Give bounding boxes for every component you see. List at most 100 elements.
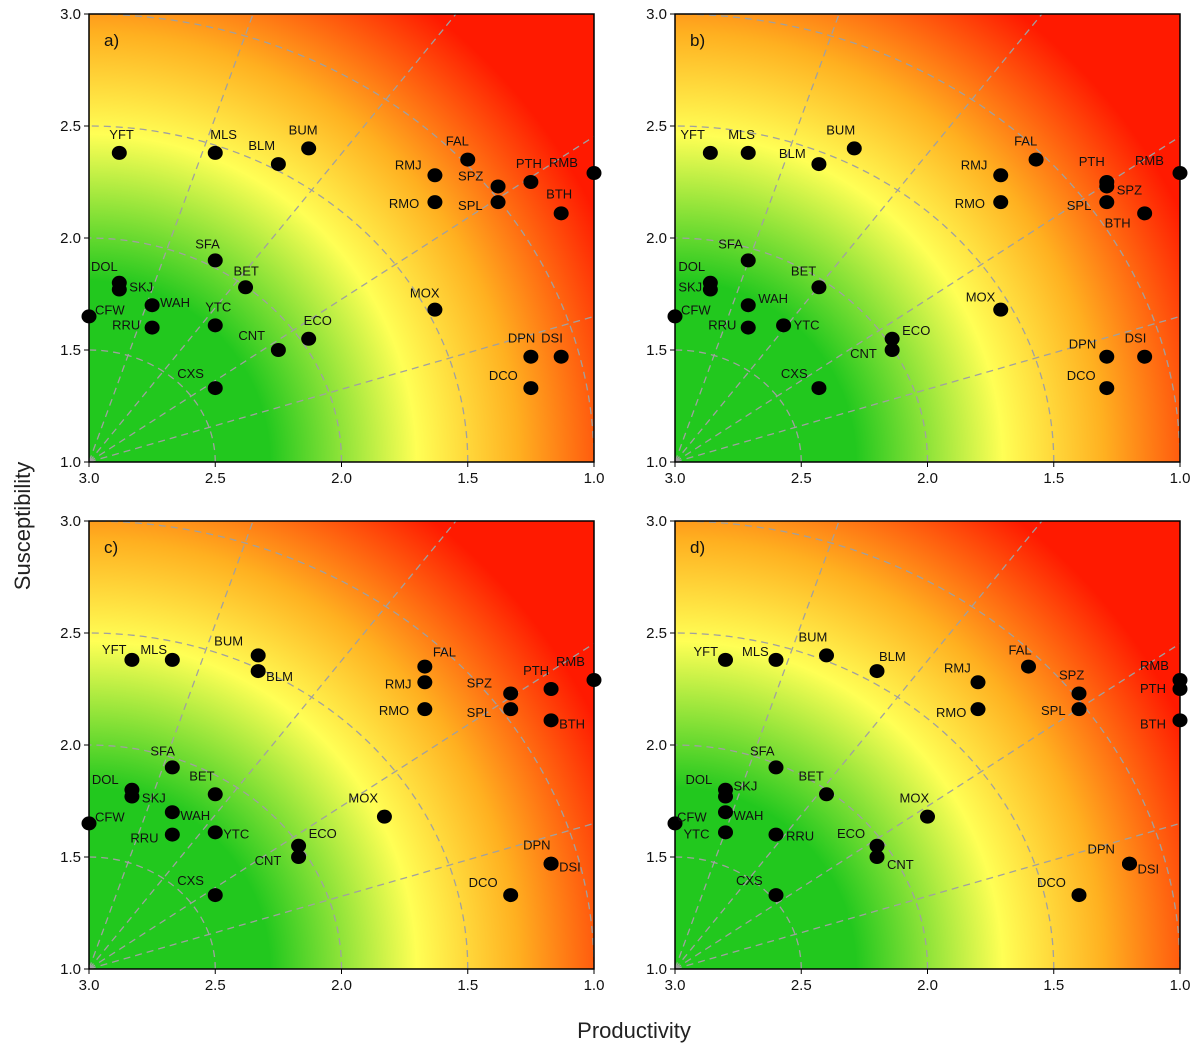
x-tick-label: 1.5 [457,470,478,487]
point-label-cnt: CNT [850,346,877,361]
data-point-bet [207,787,223,802]
point-label-fal: FAL [446,134,469,149]
point-label-dco: DCO [1067,368,1096,383]
grid-ray [89,642,594,969]
y-tick-label: 3.0 [60,6,81,23]
point-label-wah: WAH [160,295,190,310]
point-label-cxs: CXS [177,366,204,381]
data-point-dpn [1099,349,1115,364]
point-label-mox: MOX [348,791,378,806]
grid-arc [89,237,343,462]
point-label-mox: MOX [410,286,440,301]
grid-ray [675,642,1180,969]
data-point-bth [543,713,559,728]
data-point-dco [1071,888,1087,903]
y-tick-label: 2.5 [646,625,667,642]
radial-grid [89,521,594,969]
point-label-bum: BUM [214,633,243,648]
point-label-bum: BUM [799,629,828,644]
data-point-wah [718,805,733,820]
grid-arc [675,632,1055,969]
point-label-mls: MLS [742,644,769,659]
point-label-cxs: CXS [781,366,808,381]
point-label-skj: SKJ [734,779,758,794]
x-tick-label: 1.0 [584,470,605,487]
data-point-cfw [667,816,683,831]
point-label-pth: PTH [1140,681,1166,696]
x-tick-label: 2.5 [791,470,812,487]
point-label-blm: BLM [266,669,293,684]
data-point-spl [1071,702,1087,717]
point-label-rmb: RMB [1135,153,1164,168]
point-label-rru: RRU [130,831,158,846]
data-point-cnt [291,850,307,864]
grid-ray [89,14,457,462]
point-label-eco: ECO [304,313,332,328]
grid-arc [89,14,594,462]
grid-arc [675,14,1180,462]
grid-ray [89,521,457,969]
point-label-bth: BTH [559,716,585,731]
point-label-wah: WAH [180,808,210,823]
data-point-yft [124,652,140,667]
point-label-dpn: DPN [523,838,550,853]
x-tick-label: 2.0 [917,470,938,487]
y-tick-label: 3.0 [646,6,667,23]
data-point-cxs [811,381,827,396]
data-point-blm [270,157,286,172]
data-point-cnt [869,850,885,864]
data-point-eco [301,331,317,346]
x-axis-title: Productivity [577,1018,691,1043]
data-point-pth [543,682,559,696]
data-point-spz [490,179,506,194]
point-label-ytc: YTC [205,299,231,314]
panel-a: 3.0 2.5 2.0 1.5 1.0 1.0 1.5 2.0 2.5 3.0 a) YFT MLS BL… [60,6,605,487]
data-point-dco [523,381,539,396]
data-point-ytc [207,825,223,840]
data-point-blm [250,664,266,679]
y-tick-label: 1.5 [646,849,667,866]
point-label-spz: SPZ [467,675,492,690]
point-label-dco: DCO [489,368,518,383]
point-label-mls: MLS [140,642,167,657]
point-label-rru: RRU [112,318,140,333]
data-point-fal [1028,152,1044,167]
point-label-dol: DOL [92,772,119,787]
point-label-dol: DOL [686,772,713,787]
data-point-bth [553,206,569,221]
risk-gradient-background [675,521,1180,969]
data-point-rmj [970,675,986,690]
point-label-cfw: CFW [95,809,125,824]
data-point-spz [503,686,519,701]
point-label-mox: MOX [900,791,930,806]
point-label-sfa: SFA [195,236,220,251]
point-label-spl: SPL [458,198,483,213]
data-point-spz [1071,686,1087,701]
data-point-rmb [586,673,602,688]
point-label-spz: SPZ [1059,667,1084,682]
grid-ray [675,14,1043,462]
y-axis-title: Susceptibility [10,462,35,590]
point-label-rmj: RMJ [395,157,422,172]
point-label-rmj: RMJ [385,676,412,691]
point-label-ytc: YTC [794,317,820,332]
point-label-dpn: DPN [508,331,535,346]
x-tick-label: 2.5 [791,977,812,994]
data-point-bum [301,141,317,156]
point-label-rru: RRU [786,829,814,844]
point-label-blm: BLM [248,138,275,153]
data-point-wah [740,298,756,313]
data-point-mls [740,145,756,160]
data-point-mls [164,652,180,667]
data-point-rmj [993,168,1009,183]
panel-c: 3.0 2.5 2.0 1.5 1.0 1.0 1.5 2.0 2.5 3.0 c) YFT MLS BU… [60,513,604,994]
data-point-rmb [1172,166,1188,181]
x-tick-label: 3.0 [79,977,100,994]
point-label-bth: BTH [1105,215,1131,230]
data-point-skj [702,282,718,297]
point-label-yft: YFT [109,127,134,142]
data-point-skj [124,789,140,804]
point-label-spz: SPZ [1117,182,1142,197]
x-tick-label: 1.5 [1043,977,1064,994]
